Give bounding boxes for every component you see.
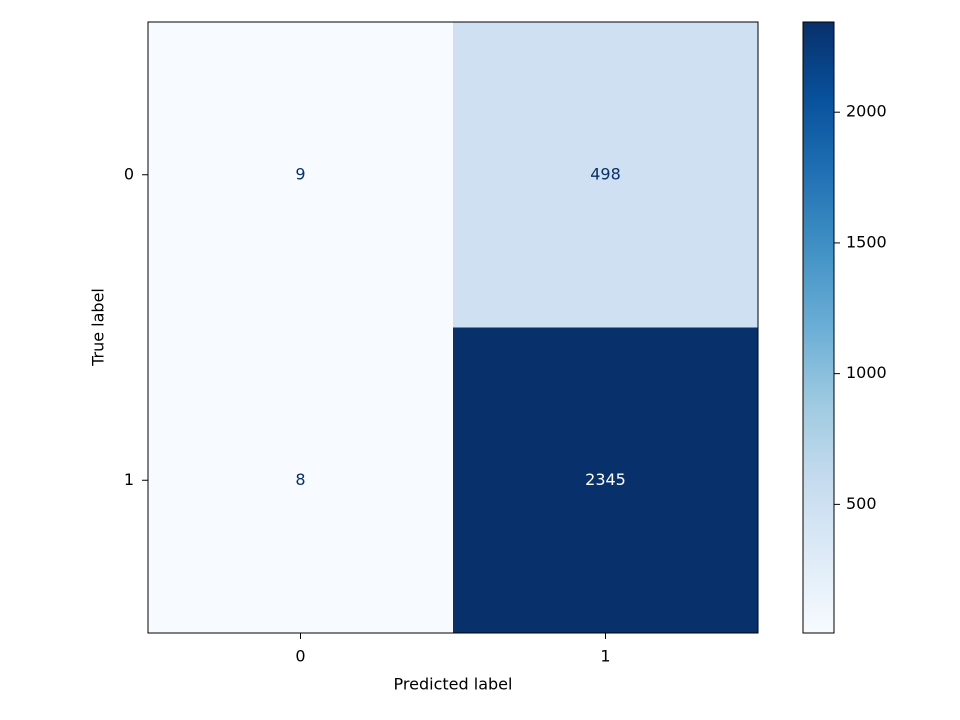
heatmap-cell <box>148 327 453 633</box>
x-axis-label: Predicted label <box>394 675 513 694</box>
heatmap-cell <box>148 22 453 328</box>
y-tick-label: 1 <box>124 470 134 489</box>
colorbar-tick-label: 2000 <box>846 102 887 121</box>
y-axis-label: True label <box>89 288 108 367</box>
heatmap-cell <box>453 327 758 633</box>
x-tick-label: 1 <box>600 647 610 666</box>
heatmap-cell <box>453 22 758 328</box>
cell-value-label: 8 <box>295 470 305 489</box>
colorbar-tick-label: 500 <box>846 494 877 513</box>
x-tick-label: 0 <box>295 647 305 666</box>
colorbar <box>802 21 835 634</box>
colorbar-tick-label: 1500 <box>846 232 887 251</box>
plot-frame <box>147 21 759 634</box>
cell-value-label: 2345 <box>585 470 626 489</box>
cell-value-label: 498 <box>590 164 621 183</box>
colorbar-tick-label: 1000 <box>846 363 887 382</box>
y-tick-label: 0 <box>124 164 134 183</box>
cell-value-label: 9 <box>295 164 305 183</box>
